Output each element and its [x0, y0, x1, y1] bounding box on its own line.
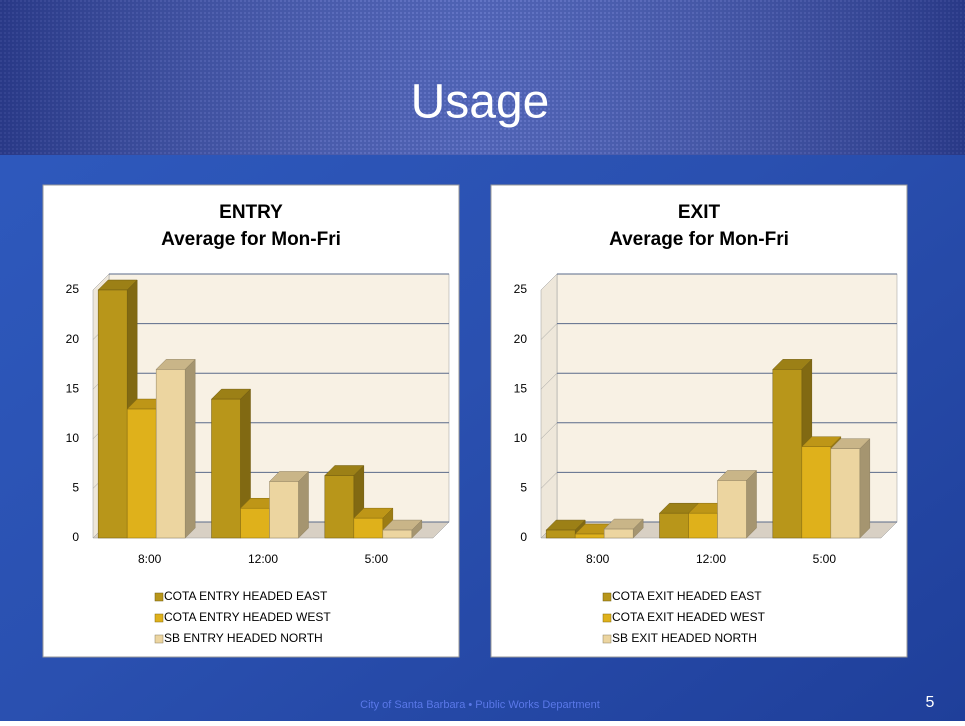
y-tick-label: 5	[520, 481, 527, 495]
y-tick-label: 0	[520, 530, 527, 544]
bar-front	[98, 290, 127, 538]
y-tick-label: 20	[66, 332, 80, 346]
legend-swatch	[603, 635, 611, 643]
bar-front	[689, 513, 718, 538]
slide: Usage City of Santa Barbara • Public Wor…	[0, 0, 965, 721]
y-tick-label: 25	[514, 282, 528, 296]
y-tick-label: 0	[72, 530, 79, 544]
y-tick-label: 10	[514, 431, 528, 445]
legend-swatch	[155, 593, 163, 601]
bar-side	[747, 470, 757, 538]
x-tick-label: 8:00	[586, 552, 610, 566]
legend-label: COTA EXIT HEADED WEST	[612, 610, 766, 624]
y-tick-label: 25	[66, 282, 80, 296]
legend-label: COTA EXIT HEADED EAST	[612, 589, 762, 603]
legend-swatch	[155, 635, 163, 643]
chart-subtitle: Average for Mon-Fri	[161, 229, 341, 250]
bar-front	[773, 369, 802, 538]
bar-front	[575, 534, 604, 538]
bar-side	[860, 439, 870, 538]
bar-front	[718, 480, 747, 538]
bar-front	[802, 447, 831, 538]
bar-front	[241, 508, 270, 538]
bar-side	[299, 471, 309, 538]
legend-swatch	[603, 614, 611, 622]
bar-front	[546, 530, 575, 538]
x-tick-label: 5:00	[813, 552, 837, 566]
bar	[270, 471, 309, 538]
bar-front	[270, 481, 299, 538]
bar-front	[354, 518, 383, 538]
bar-front	[604, 529, 633, 538]
legend-label: SB ENTRY HEADED NORTH	[164, 631, 323, 645]
legend-label: COTA ENTRY HEADED EAST	[164, 589, 328, 603]
legend-swatch	[603, 593, 611, 601]
y-tick-label: 20	[514, 332, 528, 346]
slide-title: Usage	[411, 76, 550, 129]
bar-front	[212, 399, 241, 538]
bar	[718, 470, 757, 538]
y-tick-label: 15	[514, 381, 528, 395]
bar-front	[660, 513, 689, 538]
bar	[156, 359, 195, 538]
chart-title: EXIT	[678, 202, 721, 223]
x-tick-label: 5:00	[365, 552, 389, 566]
footer: City of Santa Barbara • Public Works Dep…	[360, 699, 600, 711]
bar-front	[383, 530, 412, 538]
bar-front	[127, 409, 156, 538]
chart-subtitle: Average for Mon-Fri	[609, 229, 789, 250]
legend-swatch	[155, 614, 163, 622]
page-number: 5	[926, 694, 935, 711]
x-tick-label: 12:00	[248, 552, 278, 566]
bar	[831, 439, 870, 538]
y-tick-label: 15	[66, 381, 80, 395]
chart-title: ENTRY	[219, 202, 283, 223]
legend-label: SB EXIT HEADED NORTH	[612, 631, 757, 645]
y-tick-label: 5	[72, 481, 79, 495]
bar-front	[156, 369, 185, 538]
bar-front	[831, 449, 860, 538]
legend-label: COTA ENTRY HEADED WEST	[164, 610, 331, 624]
chart-panel: ENTRY Average for Mon-Fri 0 5 10 15 20 25 8:00 12…	[43, 185, 459, 657]
x-tick-label: 12:00	[696, 552, 726, 566]
side-wall	[541, 274, 557, 538]
bar-side	[185, 359, 195, 538]
bar-front	[325, 476, 354, 538]
y-tick-label: 10	[66, 431, 80, 445]
chart-panel: EXIT Average for Mon-Fri 0 5 10 15 20 25 8:00 12:…	[491, 185, 907, 657]
x-tick-label: 8:00	[138, 552, 162, 566]
